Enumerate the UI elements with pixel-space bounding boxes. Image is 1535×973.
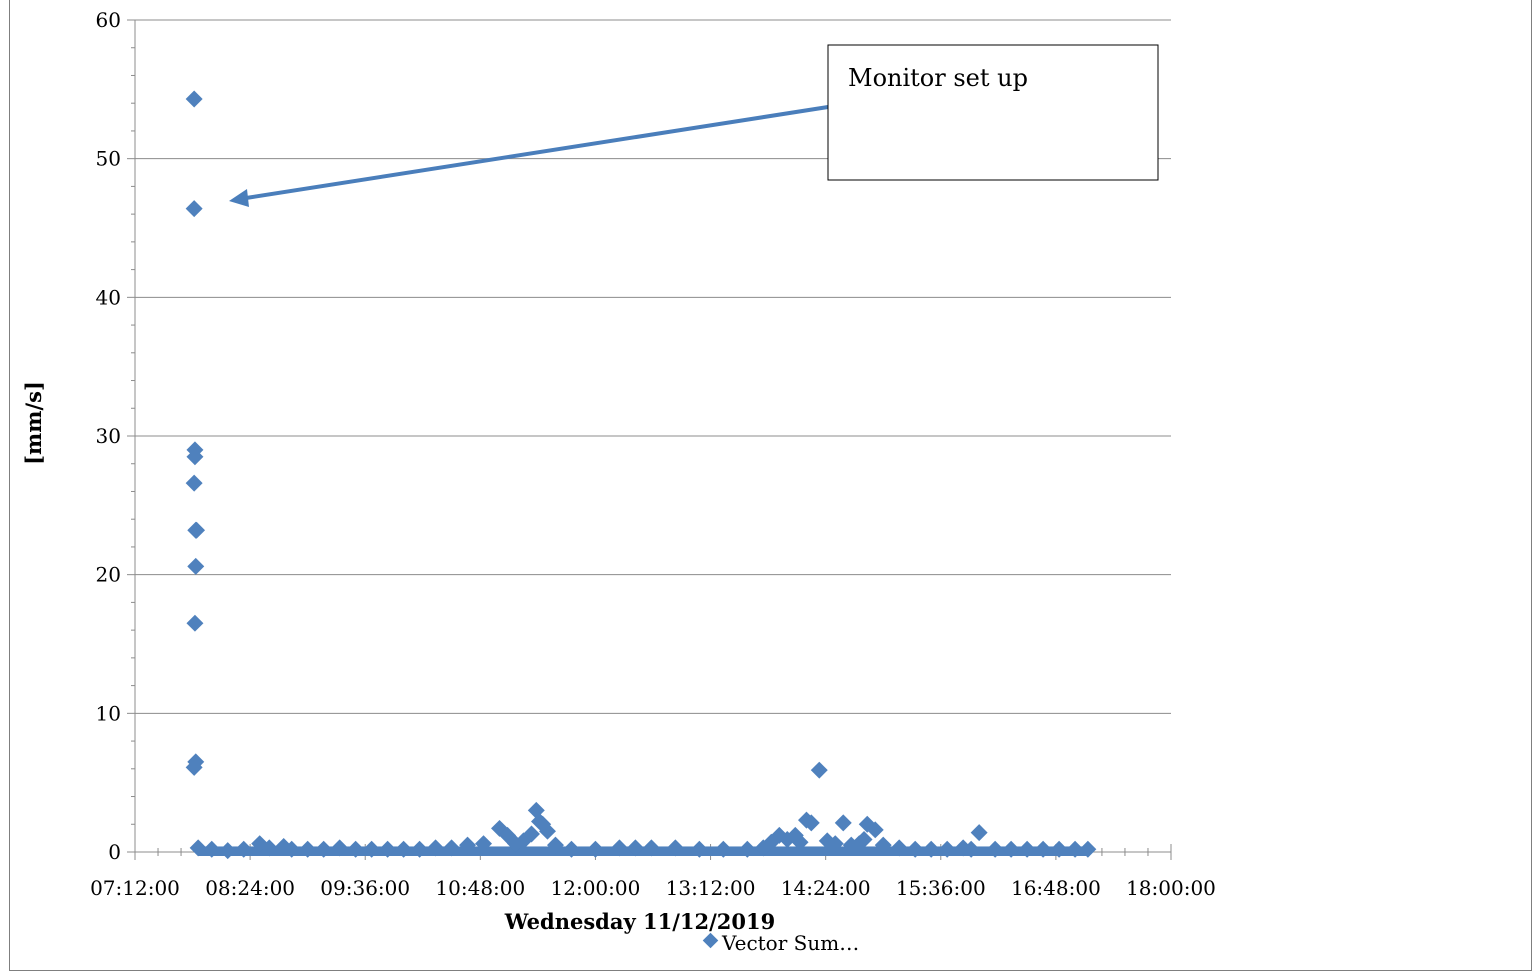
data-point — [411, 840, 429, 858]
x-tick-label: 18:00:00 — [1126, 876, 1216, 900]
y-tick-label: 60 — [96, 8, 121, 32]
data-point — [188, 521, 206, 539]
data-point — [546, 836, 564, 854]
data-point — [185, 474, 203, 492]
data-point — [962, 840, 980, 858]
data-point — [187, 557, 205, 575]
data-point — [714, 840, 732, 858]
data-point — [938, 840, 956, 858]
data-point — [203, 840, 221, 858]
data-point — [189, 839, 207, 857]
data-point — [922, 840, 940, 858]
data-point — [1050, 840, 1068, 858]
data-point — [810, 761, 828, 779]
data-point — [299, 840, 317, 858]
annotation-arrow — [245, 105, 829, 200]
legend-label: Vector Sum… — [721, 931, 859, 955]
y-tick-label: 10 — [96, 701, 121, 725]
data-point — [986, 840, 1004, 858]
annotation-box — [827, 44, 1159, 181]
y-tick-label: 50 — [96, 147, 121, 171]
y-tick-label: 30 — [96, 424, 121, 448]
x-tick-label: 09:36:00 — [320, 876, 410, 900]
data-point — [283, 840, 301, 858]
data-point — [538, 822, 556, 840]
data-point — [395, 840, 413, 858]
data-point — [1066, 840, 1084, 858]
y-tick-labels: 0 10 20 30 40 50 60 — [96, 8, 121, 864]
data-point — [260, 839, 278, 857]
data-point — [185, 200, 203, 218]
data-point — [970, 824, 988, 842]
y-tick-label: 40 — [96, 285, 121, 309]
data-point — [626, 839, 644, 857]
legend: Vector Sum… — [702, 931, 859, 955]
data-point — [459, 836, 477, 854]
data-point — [331, 839, 349, 857]
x-axis-title: Wednesday 11/12/2019 — [504, 909, 775, 934]
data-point — [562, 840, 580, 858]
data-point — [315, 840, 333, 858]
x-tick-label: 13:12:00 — [666, 876, 756, 900]
data-point — [1079, 840, 1097, 858]
data-point — [874, 836, 892, 854]
data-point — [475, 835, 493, 853]
data-point — [1002, 840, 1020, 858]
data-point — [586, 840, 604, 858]
data-point — [890, 839, 908, 857]
data-point — [347, 840, 365, 858]
data-point — [186, 614, 204, 632]
chart-frame — [9, 0, 1532, 971]
data-point — [642, 839, 660, 857]
x-tick-label: 14:24:00 — [781, 876, 871, 900]
data-point — [219, 842, 237, 860]
data-point — [379, 840, 397, 858]
y-tick-label: 20 — [96, 563, 121, 587]
y-axis-title: [mm/s] — [21, 381, 46, 465]
data-point — [855, 831, 873, 849]
baseline-cluster — [198, 846, 1088, 856]
data-point — [1018, 840, 1036, 858]
data-point — [610, 839, 628, 857]
data-point — [523, 825, 540, 843]
data-point — [187, 753, 205, 771]
annotation-arrowhead — [229, 189, 249, 207]
y-tick-label: 0 — [108, 840, 121, 864]
data-point — [826, 835, 844, 853]
x-tick-label: 16:48:00 — [1011, 876, 1101, 900]
data-point — [690, 840, 708, 858]
x-tick-label: 10:48:00 — [435, 876, 525, 900]
x-tick-label: 12:00:00 — [551, 876, 641, 900]
data-point — [235, 840, 253, 858]
data-point — [866, 821, 884, 839]
data-point — [186, 448, 204, 466]
x-tick-label: 07:12:00 — [90, 876, 180, 900]
x-tick-label: 15:36:00 — [896, 876, 986, 900]
annotation-text: Monitor set up — [848, 64, 1028, 92]
data-point — [802, 814, 820, 832]
x-tick-labels: 07:12:00 08:24:00 09:36:00 10:48:00 12:00:00… — [90, 876, 1216, 900]
data-point — [185, 90, 203, 108]
data-point — [427, 839, 445, 857]
data-point — [791, 833, 809, 851]
data-point — [666, 839, 684, 857]
data-point — [1034, 840, 1052, 858]
data-point — [363, 840, 381, 858]
data-point — [834, 814, 852, 832]
data-point — [443, 839, 461, 857]
annotation: Monitor set up — [229, 44, 1159, 207]
data-points — [185, 90, 1097, 860]
legend-marker — [702, 932, 719, 949]
data-point — [738, 840, 756, 858]
data-point — [906, 840, 924, 858]
x-tick-label: 08:24:00 — [205, 876, 295, 900]
